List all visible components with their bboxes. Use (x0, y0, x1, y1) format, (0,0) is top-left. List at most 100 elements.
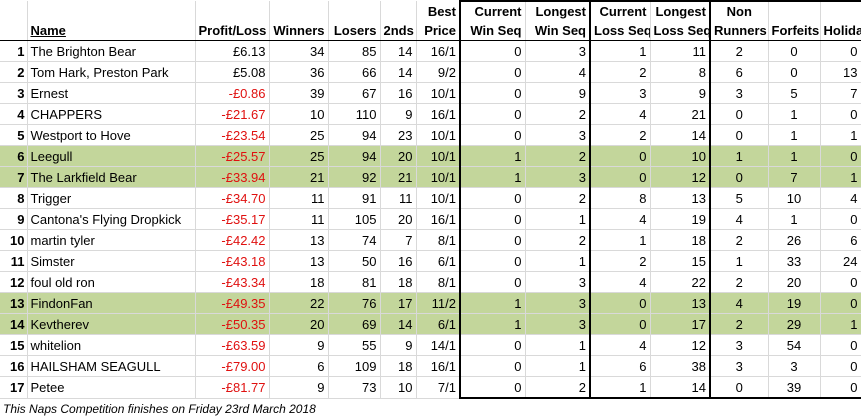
header-longest-loss: Longest (650, 0, 711, 21)
cell-rank: 14 (0, 313, 28, 335)
cell-non-runners: 3 (710, 82, 769, 104)
header-losers: Losers (328, 21, 381, 41)
cell-price: 16/1 (416, 208, 461, 230)
cell-name: The Brighton Bear (27, 40, 196, 62)
header-loss-seq: Loss Seq (590, 21, 651, 41)
cell-cur-loss: 6 (590, 355, 651, 377)
cell-winners: 34 (269, 40, 329, 62)
cell-long-win: 9 (525, 82, 591, 104)
cell-winners: 6 (269, 355, 329, 377)
table-row: 6 Leegull -£25.57 25 94 20 10/1 1 2 0 10 1 1 0 (0, 145, 861, 167)
cell-rank: 7 (0, 166, 28, 188)
table-row: 14 Kevtherev -£50.35 20 69 14 6/1 1 3 0 17 2 29 1 (0, 313, 861, 335)
cell-losers: 69 (328, 313, 381, 335)
cell-price: 14/1 (416, 334, 461, 356)
cell-seconds: 18 (380, 355, 417, 377)
cell-long-loss: 18 (650, 229, 711, 251)
cell-cur-loss: 0 (590, 166, 651, 188)
cell-non-runners: 0 (710, 166, 769, 188)
cell-cur-win: 0 (460, 355, 526, 377)
header-holiday: Holiday (820, 21, 861, 41)
cell-long-loss: 9 (650, 82, 711, 104)
cell-non-runners: 0 (710, 103, 769, 125)
header-forfeits: Forfeits (768, 21, 821, 41)
cell-winners: 20 (269, 313, 329, 335)
cell-seconds: 11 (380, 187, 417, 209)
cell-name: Westport to Hove (27, 124, 196, 146)
cell-name: Kevtherev (27, 313, 196, 335)
cell-cur-win: 0 (460, 187, 526, 209)
cell-forfeits: 29 (768, 313, 821, 335)
table-row: 2 Tom Hark, Preston Park £5.08 36 66 14 9/2 0 4 2… (0, 61, 861, 83)
table-row: 1 The Brighton Bear £6.13 34 85 14 16/1 0 3 1 11 2 0… (0, 40, 861, 62)
cell-profit: -£35.17 (195, 208, 270, 230)
table-body: 1 The Brighton Bear £6.13 34 85 14 16/1 0 3 1 11 2 0… (0, 40, 861, 399)
cell-forfeits: 26 (768, 229, 821, 251)
cell-cur-loss: 2 (590, 61, 651, 83)
cell-losers: 94 (328, 124, 381, 146)
table-row: 11 Simster -£43.18 13 50 16 6/1 0 1 2 15 1 33 24 (0, 250, 861, 272)
cell-long-loss: 10 (650, 145, 711, 167)
cell-losers: 76 (328, 292, 381, 314)
cell-long-win: 4 (525, 61, 591, 83)
cell-name: Ernest (27, 82, 196, 104)
table-row: 3 Ernest -£0.86 39 67 16 10/1 0 9 3 9 3 5 7 (0, 82, 861, 104)
cell-holiday: 0 (820, 103, 861, 125)
cell-losers: 50 (328, 250, 381, 272)
cell-cur-loss: 0 (590, 292, 651, 314)
cell-profit: -£50.35 (195, 313, 270, 335)
cell-losers: 66 (328, 61, 381, 83)
cell-forfeits: 7 (768, 166, 821, 188)
cell-long-loss: 11 (650, 40, 711, 62)
cell-long-loss: 13 (650, 187, 711, 209)
cell-long-win: 3 (525, 40, 591, 62)
cell-price: 6/1 (416, 313, 461, 335)
cell-seconds: 10 (380, 376, 417, 399)
cell-profit: -£43.18 (195, 250, 270, 272)
cell-non-runners: 4 (710, 208, 769, 230)
cell-losers: 94 (328, 145, 381, 167)
cell-losers: 109 (328, 355, 381, 377)
cell-rank: 16 (0, 355, 28, 377)
cell-seconds: 16 (380, 82, 417, 104)
cell-long-win: 1 (525, 250, 591, 272)
cell-seconds: 23 (380, 124, 417, 146)
header-price: Price (416, 21, 461, 41)
cell-cur-win: 1 (460, 292, 526, 314)
cell-cur-loss: 2 (590, 124, 651, 146)
cell-losers: 85 (328, 40, 381, 62)
cell-profit: -£0.86 (195, 82, 270, 104)
cell-cur-loss: 4 (590, 271, 651, 293)
cell-long-win: 3 (525, 124, 591, 146)
cell-holiday: 6 (820, 229, 861, 251)
table-row: 17 Petee -£81.77 9 73 10 7/1 0 2 1 14 0 39 0 (0, 376, 861, 399)
table-row: 16 HAILSHAM SEAGULL -£79.00 6 109 18 16/1 0 1 6 38… (0, 355, 861, 377)
cell-non-runners: 5 (710, 187, 769, 209)
header-longest-loss-seq: Loss Seq (650, 21, 711, 41)
cell-winners: 9 (269, 334, 329, 356)
table-row: 13 FindonFan -£49.35 22 76 17 11/2 1 3 0 13 4 19 0 (0, 292, 861, 314)
cell-cur-win: 0 (460, 124, 526, 146)
cell-forfeits: 0 (768, 61, 821, 83)
cell-non-runners: 0 (710, 124, 769, 146)
cell-long-loss: 15 (650, 250, 711, 272)
header-row-top: Best Current Longest Current Longest Non (0, 0, 861, 21)
cell-winners: 10 (269, 103, 329, 125)
cell-long-win: 1 (525, 334, 591, 356)
cell-long-loss: 14 (650, 376, 711, 399)
cell-name: Simster (27, 250, 196, 272)
cell-losers: 81 (328, 271, 381, 293)
cell-long-loss: 12 (650, 166, 711, 188)
cell-forfeits: 1 (768, 208, 821, 230)
cell-price: 8/1 (416, 271, 461, 293)
cell-forfeits: 5 (768, 82, 821, 104)
cell-long-win: 3 (525, 271, 591, 293)
cell-long-win: 2 (525, 187, 591, 209)
cell-holiday: 0 (820, 271, 861, 293)
cell-cur-loss: 8 (590, 187, 651, 209)
cell-non-runners: 2 (710, 313, 769, 335)
header-non: Non (710, 0, 769, 21)
cell-price: 10/1 (416, 82, 461, 104)
cell-price: 6/1 (416, 250, 461, 272)
cell-long-loss: 14 (650, 124, 711, 146)
